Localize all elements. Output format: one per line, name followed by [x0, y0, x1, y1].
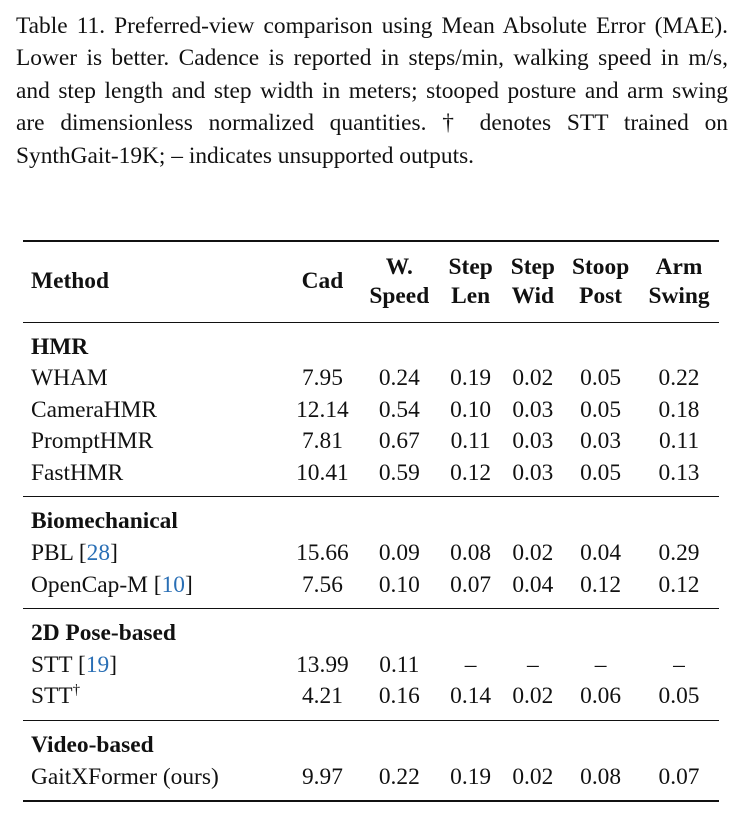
step-len-cell: 0.12 — [450, 459, 492, 486]
step-wid-cell: 0.03 — [512, 428, 554, 455]
results-table: Method Cad W. Speed Step Len Step Wid Stoop… — [23, 240, 719, 802]
step-wid-cell: 0.02 — [512, 763, 554, 790]
header-cad: Cad — [301, 268, 344, 295]
group-hmr: HMR WHAM 7.95 0.24 0.19 0.02 0.05 0.22 C… — [23, 322, 719, 497]
step-wid-cell-best: 0.02 — [512, 683, 554, 710]
speed-cell: 0.11 — [379, 651, 420, 678]
method-cell: FastHMR — [31, 459, 124, 486]
method-cell: PromptHMR — [31, 428, 154, 455]
step-wid-cell: 0.02 — [512, 540, 554, 567]
arm-cell: 0.29 — [658, 540, 700, 567]
table-row: FastHMR 10.41 0.59 0.12 0.03 0.05 0.13 — [23, 458, 719, 497]
stoop-cell: 0.08 — [580, 763, 622, 790]
stoop-cell-best: 0.03 — [580, 428, 622, 455]
table-row: GaitXFormer (ours) 9.97 0.22 0.19 0.02 0… — [23, 762, 719, 802]
step-wid-cell: – — [526, 651, 539, 678]
header-speed: W. Speed — [369, 253, 430, 309]
table-header: Method Cad W. Speed Step Len Step Wid Stoop… — [23, 241, 719, 322]
header-stoop-post: Stoop Post — [572, 253, 630, 309]
citation-link[interactable]: 10 — [161, 571, 185, 598]
stoop-cell: 0.05 — [580, 396, 622, 423]
step-len-cell: 0.19 — [450, 365, 492, 392]
arm-cell: 0.13 — [658, 459, 700, 486]
group-header: HMR — [23, 322, 719, 363]
stoop-cell: 0.05 — [580, 459, 622, 486]
method-cell: STT [19] — [31, 651, 117, 678]
arm-cell: 0.11 — [658, 428, 700, 455]
group-header: Biomechanical — [23, 497, 719, 538]
cad-cell: 7.81 — [301, 428, 343, 455]
speed-cell: 0.16 — [378, 683, 420, 710]
cad-cell: 7.56 — [301, 571, 343, 598]
stoop-cell: 0.12 — [580, 571, 622, 598]
group-title: 2D Pose-based — [31, 620, 176, 647]
step-len-cell: 0.10 — [450, 396, 492, 423]
step-len-cell: 0.08 — [450, 540, 492, 567]
table-row: PromptHMR 7.81 0.67 0.11 0.03 0.03 0.11 — [23, 426, 719, 458]
table-row: OpenCap-M [10] 7.56 0.10 0.07 0.04 0.12 … — [23, 570, 719, 609]
table-row: WHAM 7.95 0.24 0.19 0.02 0.05 0.22 — [23, 363, 719, 395]
header-method: Method — [31, 268, 109, 295]
group-title: Biomechanical — [31, 508, 178, 535]
citation-link[interactable]: 19 — [85, 651, 110, 678]
table-row: PBL [28] 15.66 0.09 0.08 0.02 0.04 0.29 — [23, 538, 719, 570]
stoop-cell: 0.04 — [580, 540, 622, 567]
step-len-cell-best: 0.07 — [450, 571, 492, 598]
step-wid-cell: 0.03 — [512, 459, 554, 486]
cad-cell: 7.95 — [301, 365, 343, 392]
method-cell: GaitXFormer (ours) — [31, 763, 219, 790]
step-wid-cell: 0.03 — [512, 396, 554, 423]
arm-cell: 0.18 — [658, 396, 700, 423]
citation-link[interactable]: 28 — [86, 540, 111, 567]
method-cell: STT† — [31, 682, 81, 710]
step-len-cell: 0.19 — [450, 763, 492, 790]
table-row: STT† 4.21 0.16 0.14 0.02 0.06 0.05 — [23, 681, 719, 720]
arm-cell: 0.12 — [658, 571, 700, 598]
arm-cell: 0.22 — [658, 365, 700, 392]
group-2d-pose-based: 2D Pose-based STT [19] 13.99 0.11 – – – … — [23, 608, 719, 721]
stoop-cell: 0.06 — [580, 683, 622, 710]
cad-cell: 13.99 — [296, 651, 349, 678]
cad-cell: 12.14 — [296, 396, 349, 423]
group-header: Video-based — [23, 721, 719, 762]
arm-cell-best: 0.05 — [658, 683, 700, 710]
cad-cell: 15.66 — [296, 540, 349, 567]
step-len-cell: 0.14 — [450, 683, 492, 710]
step-wid-cell: 0.04 — [512, 571, 554, 598]
dagger-mark: † — [72, 682, 81, 699]
group-biomechanical: Biomechanical PBL [28] 15.66 0.09 0.08 0… — [23, 496, 719, 609]
speed-cell: 0.10 — [378, 571, 420, 598]
speed-cell: 0.24 — [378, 365, 420, 392]
speed-cell: 0.22 — [378, 763, 420, 790]
method-cell: OpenCap-M [10] — [31, 571, 193, 598]
step-len-cell: 0.11 — [450, 428, 491, 455]
table-row: STT [19] 13.99 0.11 – – – – — [23, 650, 719, 682]
header-arm-swing: Arm Swing — [648, 253, 710, 309]
stoop-cell: – — [594, 651, 607, 678]
speed-cell: 0.67 — [378, 428, 420, 455]
speed-cell: 0.54 — [378, 396, 420, 423]
method-cell: PBL [28] — [31, 540, 118, 567]
group-header: 2D Pose-based — [23, 609, 719, 650]
group-video-based: Video-based GaitXFormer (ours) 9.97 0.22… — [23, 720, 719, 802]
group-title: HMR — [31, 333, 89, 360]
cad-cell-best: 4.21 — [301, 683, 343, 710]
header-step-len: Step Len — [448, 253, 493, 309]
speed-cell: 0.59 — [378, 459, 420, 486]
stoop-cell: 0.05 — [580, 365, 622, 392]
speed-cell-best: 0.09 — [378, 540, 420, 567]
cad-cell: 10.41 — [296, 459, 349, 486]
arm-cell: 0.07 — [658, 763, 700, 790]
group-title: Video-based — [31, 732, 154, 759]
arm-cell: – — [673, 651, 685, 678]
table-row: CameraHMR 12.14 0.54 0.10 0.03 0.05 0.18 — [23, 395, 719, 427]
step-wid-cell: 0.02 — [512, 365, 554, 392]
method-cell: WHAM — [31, 365, 108, 392]
header-step-wid: Step Wid — [510, 253, 555, 309]
table-caption: Table 11. Preferred-view comparison usin… — [16, 13, 728, 169]
method-cell: CameraHMR — [31, 396, 158, 423]
cad-cell: 9.97 — [301, 763, 343, 790]
step-len-cell: – — [464, 651, 477, 678]
